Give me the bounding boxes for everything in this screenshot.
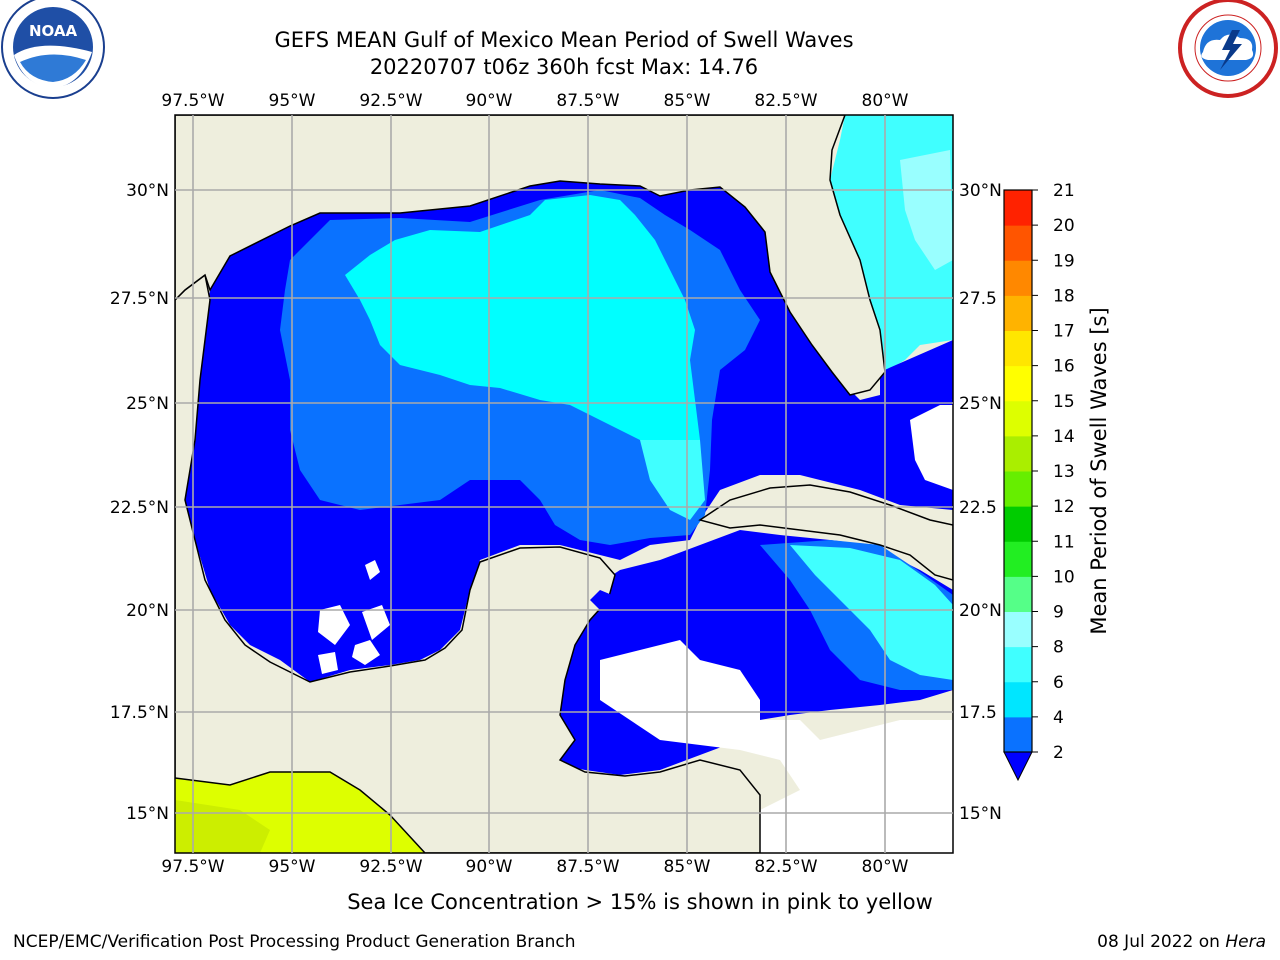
map-subtitle: 20220707 t06z 360h fcst Max: 14.76	[369, 55, 759, 79]
lat-label-left: 30°N	[126, 181, 169, 201]
lon-label-top: 80°W	[862, 91, 909, 111]
footer-host: Hera	[1225, 932, 1266, 952]
noaa-logo: NOAA	[1, 0, 105, 99]
colorbar-tick-label: 11	[1053, 532, 1075, 552]
lon-labels-top: 97.5°W 95°W 92.5°W 90°W 87.5°W 85°W 82.5…	[161, 91, 908, 111]
lat-label-left: 22.5°N	[110, 498, 169, 518]
colorbar-tick-label: 13	[1053, 462, 1075, 482]
lon-label-top: 97.5°W	[161, 91, 224, 111]
lat-label-left: 20°N	[126, 601, 169, 621]
colorbar-tick-label: 21	[1053, 181, 1075, 201]
colorbar-segment	[1004, 365, 1032, 402]
lat-label-left: 15°N	[126, 804, 169, 824]
lat-label-right: 30°N	[959, 181, 1002, 201]
colorbar-extend-arrow	[1003, 751, 1033, 782]
colorbar-segment	[1004, 330, 1032, 367]
lat-label-right: 17.5	[959, 703, 997, 723]
colorbar-segment	[1004, 681, 1032, 718]
lat-labels-right: 30°N 27.5 25°N 22.5 20°N 17.5 15°N	[959, 181, 1002, 824]
colorbar-tick-label: 17	[1053, 322, 1075, 342]
land-mexico	[175, 115, 761, 853]
lat-label-left: 25°N	[126, 394, 169, 414]
colorbar-tick-label: 6	[1053, 673, 1064, 693]
lat-label-left: 17.5°N	[110, 703, 169, 723]
noaa-logo-text: NOAA	[29, 22, 78, 40]
lat-label-right: 27.5	[959, 289, 997, 309]
colorbar-segment	[1004, 576, 1032, 612]
lat-label-right: 25°N	[959, 394, 1002, 414]
colorbar-segment	[1004, 400, 1032, 437]
colorbar-segment	[1004, 190, 1032, 226]
colorbar-tick-label: 20	[1053, 216, 1075, 236]
colorbar-segment	[1004, 716, 1032, 753]
florida-straits-missing	[910, 405, 953, 490]
colorbar-tick-label: 14	[1053, 427, 1075, 447]
gulf-water-cyan	[345, 195, 700, 500]
graticule	[175, 115, 953, 853]
nws-logo	[1178, 0, 1278, 98]
colorbar-segment	[1004, 435, 1032, 472]
colorbar-tick-label: 10	[1053, 567, 1075, 587]
yucatan-coast-water	[590, 590, 612, 615]
colorbar-segment	[1004, 506, 1032, 542]
lat-label-right: 15°N	[959, 804, 1002, 824]
lon-label-bottom: 80°W	[862, 857, 909, 877]
colorbar-tick-label: 16	[1053, 357, 1075, 377]
lat-labels-left: 30°N 27.5°N 25°N 22.5°N 20°N 17.5°N 15°N	[110, 181, 169, 824]
lon-label-top: 87.5°W	[556, 91, 619, 111]
colorbar-segment	[1004, 260, 1032, 296]
colorbar-tick-label: 19	[1053, 251, 1075, 271]
colorbar-segment	[1004, 646, 1032, 683]
lon-label-top: 92.5°W	[359, 91, 422, 111]
lon-label-top: 90°W	[466, 91, 513, 111]
lon-label-bottom: 95°W	[269, 857, 316, 877]
colorbar-tick-label: 2	[1053, 743, 1064, 763]
colorbar-segment	[1004, 471, 1032, 507]
lon-label-top: 95°W	[269, 91, 316, 111]
lat-label-left: 27.5°N	[110, 289, 169, 309]
land-united-states	[175, 115, 886, 396]
lat-label-right: 22.5	[959, 498, 997, 518]
lon-label-bottom: 92.5°W	[359, 857, 422, 877]
lon-label-bottom: 87.5°W	[556, 857, 619, 877]
colorbar: 2 4 6 8 9 10 11 12 13 14 15 16 17 18 19 20 21	[1003, 181, 1075, 782]
map-title: GEFS MEAN Gulf of Mexico Mean Period of …	[274, 28, 854, 52]
sea-ice-note: Sea Ice Concentration > 15% is shown in …	[347, 890, 933, 914]
colorbar-tick-label: 12	[1053, 497, 1075, 517]
colorbar-label: Mean Period of Swell Waves [s]	[1087, 307, 1111, 634]
colorbar-tick-label: 9	[1053, 603, 1064, 623]
colorbar-segment	[1004, 225, 1032, 261]
colorbar-segment	[1004, 611, 1032, 648]
colorbar-segment	[1004, 295, 1032, 331]
colorbar-tick-label: 8	[1053, 638, 1064, 658]
colorbar-tick-label: 15	[1053, 392, 1075, 412]
footer-date-text: 08 Jul 2022 on	[1097, 932, 1226, 952]
colorbar-segment	[1004, 541, 1032, 577]
gulf-missing-cells	[318, 560, 390, 674]
footer-credit: NCEP/EMC/Verification Post Processing Pr…	[13, 932, 576, 952]
caribbean-missing-data	[600, 640, 953, 853]
map-plot-area	[175, 115, 953, 853]
map-frame	[174, 114, 954, 854]
lon-label-bottom: 97.5°W	[161, 857, 224, 877]
florida-straits-blue	[880, 340, 953, 400]
caribbean-water-cyan	[790, 545, 953, 680]
lon-label-bottom: 85°W	[664, 857, 711, 877]
colorbar-tick-label: 4	[1053, 708, 1064, 728]
lon-label-bottom: 90°W	[466, 857, 513, 877]
gulf-cyan-tail	[640, 440, 705, 520]
lon-labels-bottom: 97.5°W 95°W 92.5°W 90°W 87.5°W 85°W 82.5…	[161, 857, 908, 877]
lon-label-bottom: 82.5°W	[754, 857, 817, 877]
footer-date: 08 Jul 2022 on Hera	[1097, 932, 1266, 952]
atlantic-light-patch	[900, 150, 953, 270]
lat-label-right: 20°N	[959, 601, 1002, 621]
lon-label-top: 82.5°W	[754, 91, 817, 111]
lon-label-top: 85°W	[664, 91, 711, 111]
colorbar-tick-label: 18	[1053, 286, 1075, 306]
